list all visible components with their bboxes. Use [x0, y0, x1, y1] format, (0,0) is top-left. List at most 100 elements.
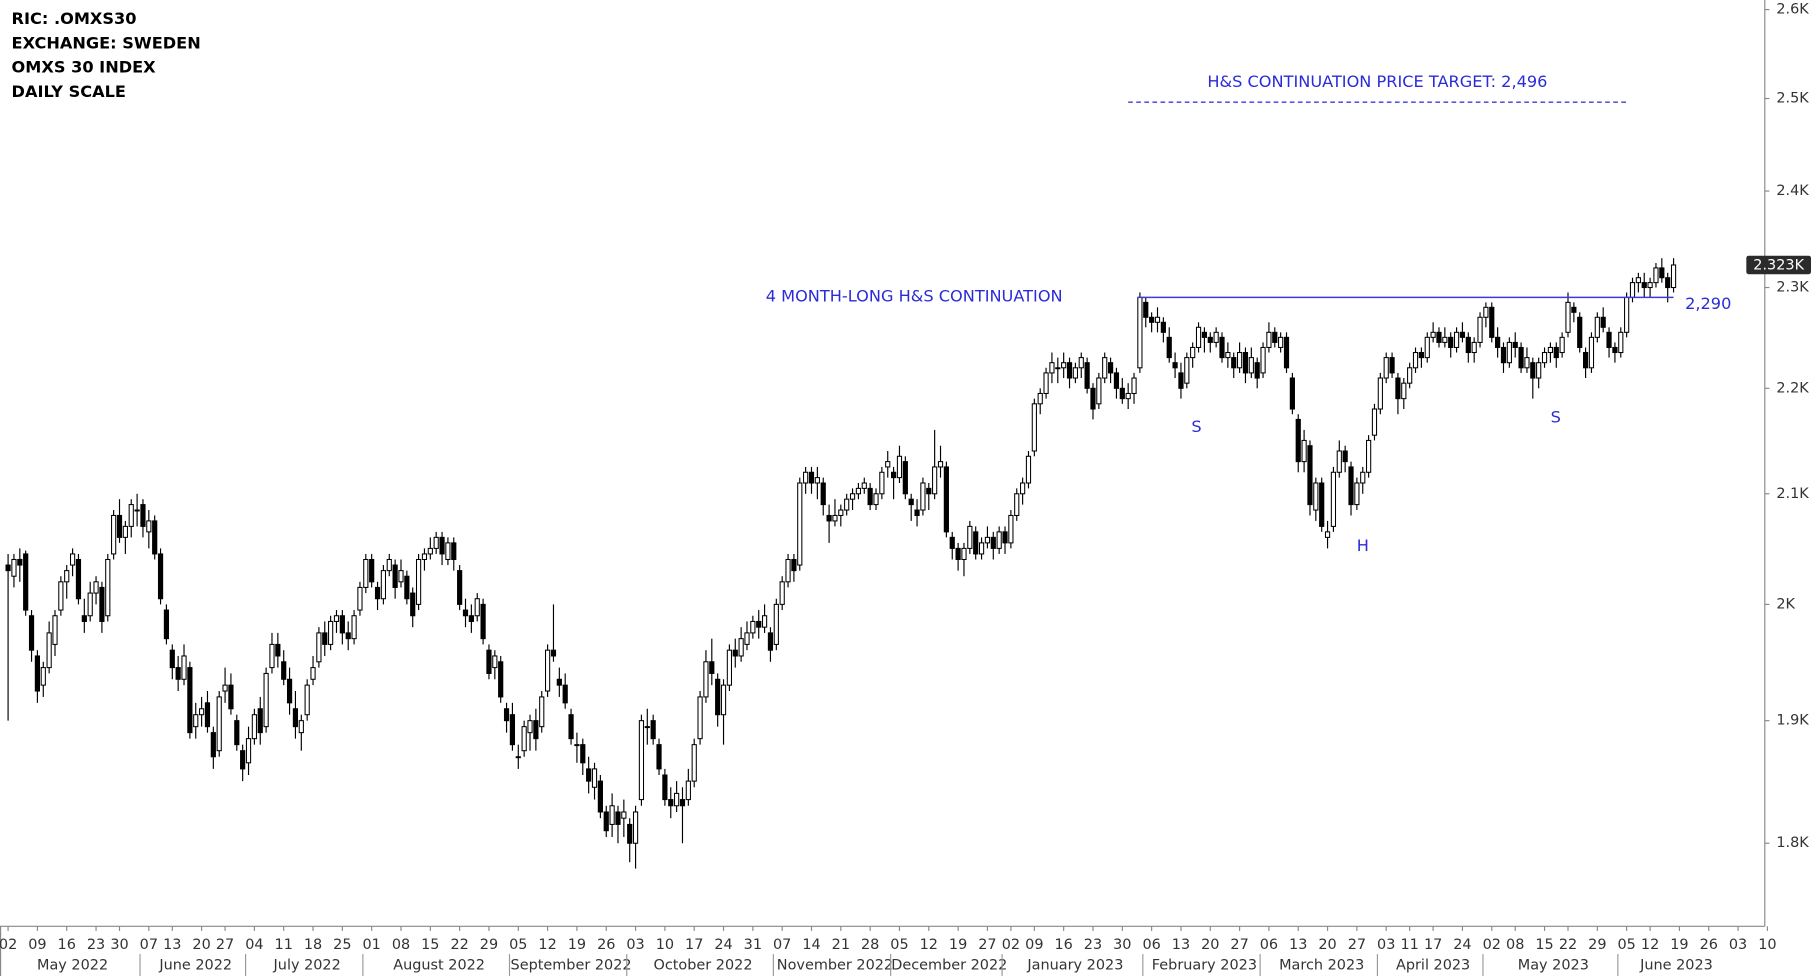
candle-body — [398, 570, 404, 583]
candle-body — [1506, 341, 1512, 364]
candle-body — [814, 477, 820, 484]
x-tick-label: 07 — [773, 937, 791, 953]
header-line: DAILY SCALE — [12, 82, 126, 101]
candle-body — [1407, 367, 1413, 384]
candle-body — [1014, 493, 1020, 516]
candle-body — [404, 575, 410, 600]
candle-body — [1512, 341, 1518, 348]
candle-body — [978, 542, 985, 555]
x-tick-label: 27 — [1348, 937, 1366, 953]
candle-body — [486, 649, 492, 674]
candle-body — [1225, 352, 1231, 359]
x-tick-label: 29 — [1588, 937, 1606, 953]
x-tick-label: 23 — [87, 937, 105, 953]
candle-body — [1055, 367, 1061, 370]
x-tick-label: 02 — [1483, 937, 1501, 953]
candle-body — [844, 498, 850, 511]
month-label: December 2022 — [891, 958, 1007, 974]
x-tick-label: 26 — [597, 937, 615, 953]
x-tick-label: 19 — [568, 937, 586, 953]
candle-body — [1066, 362, 1073, 379]
candle-body — [23, 553, 29, 611]
x-tick-label: 19 — [1670, 937, 1688, 953]
candle-body — [1541, 352, 1548, 364]
candle-body — [451, 542, 457, 561]
candle-body — [11, 558, 17, 577]
candle-body — [1453, 331, 1460, 348]
x-tick-label: 08 — [1506, 937, 1524, 953]
candle-body — [550, 649, 557, 657]
candle-body — [580, 744, 586, 764]
candle-body — [756, 620, 762, 628]
candle-body — [421, 553, 428, 561]
candle-body — [1371, 408, 1378, 436]
candle-body — [228, 684, 234, 710]
candle-body — [369, 558, 375, 583]
candle-body — [937, 461, 944, 468]
candle-body — [1154, 316, 1161, 323]
x-tick-label: 13 — [163, 937, 181, 953]
y-tick-label: 2K — [1776, 596, 1795, 612]
candle-body — [674, 792, 680, 807]
candle-body — [328, 620, 334, 645]
candle-body — [1559, 336, 1565, 354]
candle-body — [797, 482, 803, 566]
x-tick-label: 20 — [192, 937, 210, 953]
candle-body — [345, 632, 351, 640]
candle-body — [1090, 387, 1096, 410]
candle-body — [1471, 341, 1477, 354]
x-tick-label: 29 — [480, 937, 498, 953]
candle-body — [744, 632, 750, 645]
x-tick-label: 03 — [626, 937, 644, 953]
candle-body — [539, 696, 545, 728]
head-label: H — [1357, 536, 1369, 555]
candle-body — [1500, 346, 1507, 364]
candle-body — [1166, 336, 1172, 359]
candle-body — [1412, 352, 1419, 369]
candle-body — [1530, 362, 1536, 379]
candle-body — [1424, 336, 1430, 359]
candle-body — [632, 811, 639, 844]
candle-body — [1647, 282, 1653, 289]
candle-body — [1319, 482, 1325, 527]
candle-body — [1600, 316, 1606, 328]
candle-body — [586, 768, 592, 782]
candle-body — [767, 632, 774, 651]
candle-body — [1160, 321, 1166, 333]
candle-body — [984, 536, 991, 544]
x-tick-label: 26 — [1700, 937, 1718, 953]
target-label: H&S CONTINUATION PRICE TARGET: 2,496 — [1207, 72, 1547, 91]
candle-body — [34, 655, 41, 692]
candle-body — [1260, 346, 1266, 374]
x-tick-label: 11 — [275, 937, 293, 953]
x-tick-label: 14 — [802, 937, 820, 953]
candle-body — [1624, 296, 1630, 333]
candle-body — [990, 536, 996, 549]
last-price-box — [1746, 255, 1811, 275]
candle-body — [1219, 336, 1225, 359]
candle-body — [69, 553, 76, 566]
candle-body — [644, 726, 650, 729]
candle-body — [281, 661, 287, 680]
candle-body — [873, 493, 879, 506]
candle-body — [1184, 357, 1190, 384]
candle-body — [738, 638, 744, 657]
candle-body — [1125, 392, 1131, 400]
x-tick-label: 02 — [0, 937, 17, 953]
x-tick-label: 23 — [1084, 937, 1102, 953]
month-label: June 2023 — [1639, 958, 1713, 974]
candle-body — [163, 609, 170, 640]
candle-body — [650, 720, 656, 740]
candle-body — [943, 466, 949, 533]
candle-body — [1383, 357, 1389, 379]
candle-body — [1272, 331, 1278, 343]
candle-body — [820, 482, 826, 506]
candle-body — [574, 744, 580, 747]
candle-body — [5, 564, 11, 572]
candle-body — [838, 509, 844, 516]
candle-body — [474, 598, 480, 617]
x-tick-label: 13 — [1172, 937, 1190, 953]
candle-body — [427, 547, 433, 555]
candle-body — [949, 536, 955, 549]
x-tick-label: 30 — [110, 937, 128, 953]
